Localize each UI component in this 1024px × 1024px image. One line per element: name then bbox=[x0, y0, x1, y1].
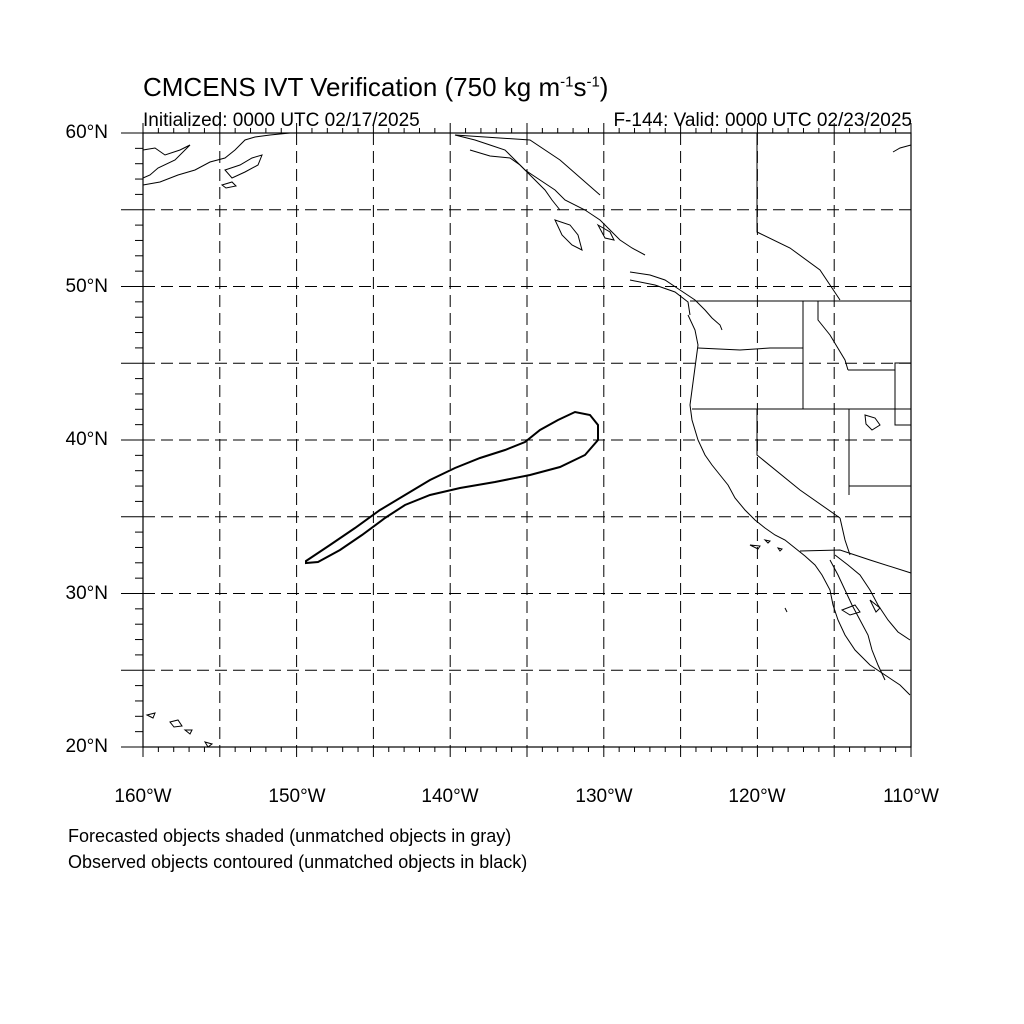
valid-label: F-144: Valid: 0000 UTC 02/23/2025 bbox=[613, 110, 912, 131]
lon-label: 150°W bbox=[268, 786, 326, 807]
forecast-note: Forecasted objects shaded (unmatched obj… bbox=[68, 826, 512, 846]
observed-note: Observed objects contoured (unmatched ob… bbox=[68, 852, 528, 872]
political-boundaries bbox=[454, 133, 912, 574]
coastlines bbox=[142, 132, 912, 748]
initialized-label: Initialized: 0000 UTC 02/17/2025 bbox=[143, 110, 420, 131]
lat-label: 60°N bbox=[65, 122, 108, 143]
observed-object-contour bbox=[305, 410, 599, 565]
lat-label: 50°N bbox=[65, 276, 108, 297]
map-frame bbox=[142, 132, 912, 748]
map-ticks bbox=[121, 123, 912, 757]
lon-label: 140°W bbox=[421, 786, 479, 807]
map-gridlines bbox=[143, 133, 911, 747]
lon-label: 130°W bbox=[575, 786, 633, 807]
lat-label: 30°N bbox=[65, 583, 108, 604]
lon-label: 120°W bbox=[728, 786, 786, 807]
lon-label: 160°W bbox=[114, 786, 172, 807]
lat-label: 20°N bbox=[65, 736, 108, 757]
lon-label: 110°W bbox=[883, 786, 939, 807]
chart-title: CMCENS IVT Verification (750 kg m-1s-1) bbox=[143, 72, 609, 102]
lat-label: 40°N bbox=[65, 429, 108, 450]
